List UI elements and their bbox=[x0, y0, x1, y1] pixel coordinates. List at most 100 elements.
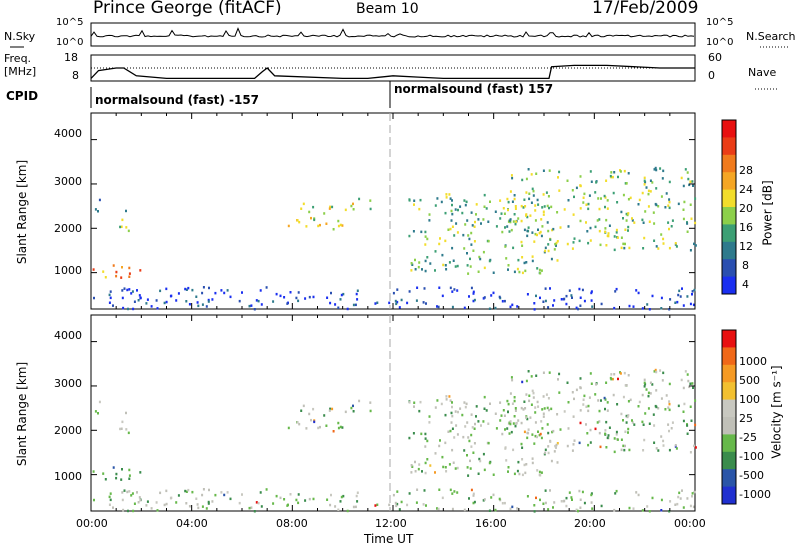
power-point bbox=[563, 297, 566, 301]
velocity-point bbox=[647, 407, 650, 410]
power-cbar-swatch bbox=[722, 172, 736, 191]
power-point bbox=[534, 209, 537, 212]
velocity-point bbox=[488, 509, 491, 512]
power-cbar-swatch bbox=[722, 120, 736, 138]
power-point bbox=[528, 192, 531, 195]
velocity-cbar-tick-neg25: -25 bbox=[739, 431, 757, 444]
velocity-point bbox=[121, 498, 124, 502]
velocity-point bbox=[557, 378, 559, 381]
velocity-point bbox=[540, 436, 543, 440]
power-point bbox=[690, 217, 693, 220]
power-point bbox=[466, 219, 469, 222]
power-point bbox=[622, 242, 625, 246]
power-point bbox=[207, 300, 210, 303]
power-point bbox=[520, 219, 523, 223]
velocity-point bbox=[520, 442, 523, 446]
velocity-point bbox=[529, 416, 532, 419]
power-point bbox=[163, 301, 166, 305]
velocity-point bbox=[415, 501, 418, 504]
velocity-point bbox=[498, 497, 501, 501]
velocity-point bbox=[571, 498, 573, 501]
power-point bbox=[121, 289, 124, 292]
power-point bbox=[686, 171, 689, 174]
power-point bbox=[515, 220, 518, 223]
velocity-point bbox=[530, 403, 533, 406]
velocity-point bbox=[514, 407, 517, 410]
velocity-point bbox=[253, 510, 256, 513]
power-point bbox=[472, 249, 475, 252]
power-point bbox=[587, 202, 590, 206]
velocity-point bbox=[682, 410, 685, 413]
power-cbar-swatch bbox=[722, 276, 736, 295]
power-point bbox=[310, 216, 312, 220]
power-point bbox=[523, 198, 526, 201]
velocity-point bbox=[631, 419, 633, 422]
velocity-point bbox=[596, 421, 599, 424]
power-point bbox=[388, 301, 391, 305]
power-point bbox=[516, 267, 519, 271]
power-point bbox=[462, 233, 465, 237]
power-point bbox=[643, 236, 646, 240]
velocity-point bbox=[667, 406, 670, 409]
power-point bbox=[426, 237, 429, 241]
velocity-point bbox=[520, 421, 523, 425]
power-point bbox=[638, 198, 641, 202]
velocity-point bbox=[376, 503, 379, 506]
velocity-point bbox=[499, 419, 502, 422]
power-point bbox=[376, 301, 379, 304]
power-point bbox=[297, 291, 300, 294]
velocity-point bbox=[241, 493, 243, 496]
power-point bbox=[575, 306, 578, 310]
power-point bbox=[464, 223, 467, 226]
velocity-point bbox=[534, 434, 537, 438]
power-point bbox=[483, 193, 486, 197]
power-point bbox=[585, 203, 588, 206]
power-point bbox=[579, 184, 582, 187]
velocity-point bbox=[600, 399, 602, 402]
power-point bbox=[655, 203, 658, 207]
velocity-point bbox=[612, 393, 615, 397]
power-point bbox=[590, 299, 593, 302]
velocity-point bbox=[590, 501, 593, 504]
power-point bbox=[660, 307, 663, 310]
velocity-point bbox=[687, 379, 690, 383]
power-point bbox=[355, 292, 358, 296]
power-point bbox=[412, 230, 415, 233]
power-point bbox=[606, 234, 609, 238]
velocity-point bbox=[426, 458, 429, 461]
velocity-point bbox=[585, 405, 588, 408]
velocity-point bbox=[643, 381, 646, 385]
velocity-point bbox=[388, 503, 391, 507]
velocity-point bbox=[477, 472, 480, 475]
power-point bbox=[651, 181, 654, 184]
power-point bbox=[408, 290, 411, 293]
power-point bbox=[503, 212, 506, 215]
power-point bbox=[531, 187, 534, 191]
velocity-cbar-tick-neg500: -500 bbox=[739, 469, 764, 482]
velocity-point bbox=[454, 467, 457, 470]
velocity-point bbox=[508, 432, 511, 435]
power-point bbox=[94, 208, 97, 211]
power-point bbox=[425, 302, 427, 305]
power-point bbox=[131, 290, 134, 293]
power-point bbox=[542, 300, 545, 303]
power-point bbox=[551, 228, 554, 232]
power-point bbox=[522, 206, 525, 209]
velocity-point bbox=[622, 444, 625, 448]
velocity-point bbox=[413, 401, 416, 404]
velocity-point bbox=[220, 491, 223, 494]
power-point bbox=[644, 210, 647, 213]
velocity-point bbox=[667, 423, 670, 426]
velocity-cbar-swatch bbox=[722, 364, 736, 383]
velocity-colorbar bbox=[721, 329, 737, 505]
velocity-point bbox=[108, 503, 111, 506]
power-point bbox=[668, 308, 671, 311]
velocity-point bbox=[690, 419, 693, 422]
power-point bbox=[679, 295, 682, 298]
velocity-ytick-3000: 3000 bbox=[54, 377, 82, 390]
velocity-point bbox=[214, 493, 217, 497]
velocity-point bbox=[125, 428, 128, 431]
power-point bbox=[467, 272, 470, 275]
velocity-point bbox=[350, 406, 353, 410]
power-point bbox=[533, 308, 536, 311]
